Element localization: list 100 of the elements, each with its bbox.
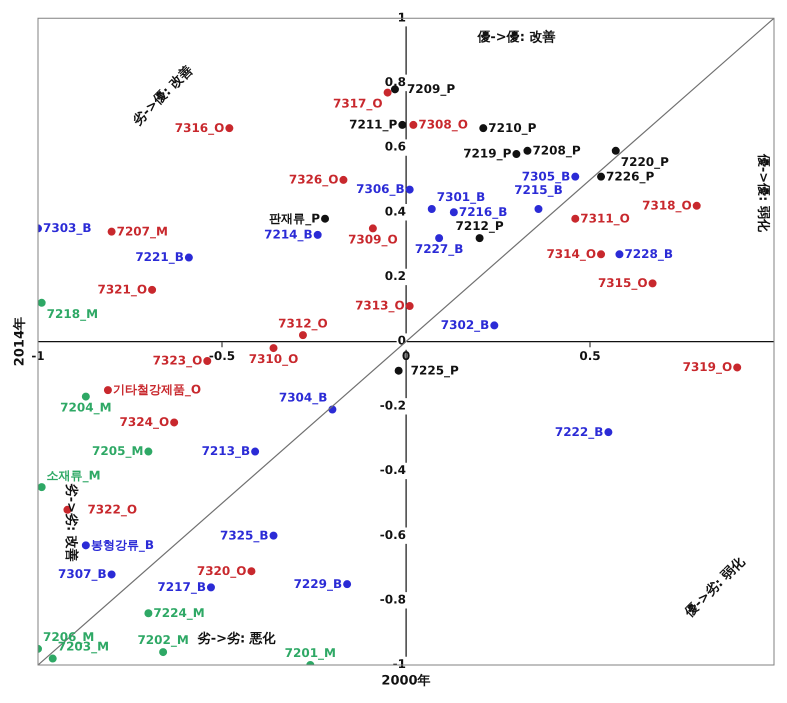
series-label: 7313_O — [355, 298, 405, 313]
point — [184, 254, 193, 262]
point — [597, 172, 606, 181]
series-label: 7319_O — [682, 360, 732, 374]
series-label: 7306_B — [356, 182, 405, 196]
point — [314, 230, 322, 239]
point — [298, 331, 307, 340]
point — [38, 483, 46, 492]
point — [108, 228, 116, 236]
series-label: 판재류_P — [269, 211, 320, 226]
annotation: 優->劣: 弱化 — [681, 554, 749, 621]
x-tick-label: -0.5 — [208, 348, 236, 363]
series-label: 7309_O — [348, 232, 398, 247]
series-label: 7317_O — [333, 96, 383, 111]
annotation: 劣->劣: 改善 — [64, 482, 80, 562]
point — [206, 583, 215, 592]
series-label: 7316_O — [174, 120, 224, 135]
point — [612, 146, 620, 155]
series-label: 7216_B — [458, 204, 508, 219]
series-label: 7217_B — [157, 580, 206, 594]
series-label: 7315_O — [598, 276, 648, 290]
y-tick-label: 0.8 — [384, 75, 406, 90]
series-label: 7227_B — [414, 242, 464, 256]
series-label: 7322_O — [87, 502, 138, 516]
series-label: 7308_O — [418, 118, 468, 132]
point — [409, 120, 418, 129]
series-label: 7222_B — [554, 424, 604, 439]
series-label: 7312_O — [278, 316, 328, 330]
annotation: 劣->劣: 悪化 — [196, 632, 277, 647]
series-label: 7305_B — [522, 169, 570, 184]
series-label: 7320_O — [196, 564, 246, 578]
series-label: 7204_M — [60, 400, 112, 415]
point — [406, 302, 414, 310]
point — [571, 172, 580, 181]
series-label: 7208_P — [532, 143, 581, 158]
y-axis-title: 2014年 — [12, 317, 28, 366]
point — [144, 448, 152, 456]
point — [108, 570, 116, 578]
series-label: 7215_B — [514, 183, 563, 198]
series-label: 7325_B — [220, 528, 269, 542]
point — [398, 120, 406, 129]
point — [270, 344, 278, 352]
series-label: 7224_M — [153, 606, 205, 620]
point — [321, 214, 330, 223]
y-tick-label: -0.8 — [380, 592, 406, 606]
series-label: 7310_O — [248, 352, 298, 366]
point — [170, 418, 178, 426]
series-label: 7326_O — [288, 172, 338, 187]
point — [247, 567, 256, 576]
series-label: 7318_O — [642, 198, 692, 212]
point — [343, 580, 352, 588]
series-label: 7303_B — [43, 221, 92, 236]
series-label: 7321_O — [97, 282, 148, 296]
point — [148, 286, 156, 294]
point — [512, 150, 520, 158]
point — [159, 648, 168, 656]
annotation: 優->優: 弱化 — [756, 152, 771, 233]
point — [692, 202, 701, 210]
series-label: 7324_O — [120, 415, 170, 430]
point — [604, 428, 612, 436]
point — [615, 250, 624, 258]
series-label: 7207_M — [116, 224, 168, 238]
x-axis-title: 2000年 — [381, 673, 431, 688]
point — [476, 234, 484, 242]
series-label: 7219_P — [463, 146, 512, 161]
series-label: 7210_P — [488, 120, 537, 135]
point — [104, 386, 112, 394]
series-label: 7225_P — [410, 363, 460, 378]
point — [406, 186, 414, 194]
point — [490, 321, 498, 330]
point — [648, 279, 657, 288]
series-label: 7221_B — [135, 250, 184, 264]
point — [435, 234, 444, 242]
series-label: 7311_O — [580, 211, 630, 226]
point — [270, 532, 278, 540]
point — [733, 363, 742, 372]
series-label: 7211_P — [349, 118, 398, 132]
series-label: 7214_B — [264, 228, 313, 242]
point — [82, 392, 90, 401]
point — [144, 609, 152, 618]
series-label: 7229_B — [294, 576, 342, 591]
series-label: 봉형강류_B — [90, 538, 154, 552]
series-label: 7301_B — [436, 190, 486, 204]
point — [225, 124, 234, 132]
y-tick-label: -0.4 — [380, 463, 406, 478]
y-tick-label: 0.6 — [384, 140, 406, 154]
point — [203, 357, 212, 366]
point — [479, 124, 488, 132]
series-label: 7228_B — [624, 246, 673, 261]
series-label: 7220_P — [620, 154, 670, 169]
series-label: 7226_P — [606, 169, 654, 184]
series-label: 7314_O — [546, 246, 596, 261]
series-label: 7202_M — [137, 633, 189, 648]
y-tick-label: 1 — [398, 10, 406, 24]
series-label: 기타철강제품_O — [112, 382, 202, 397]
y-tick-label: 0.4 — [384, 204, 406, 218]
series-label: 7205_M — [92, 444, 144, 458]
point — [450, 208, 458, 216]
point — [48, 654, 57, 663]
point — [571, 214, 580, 223]
